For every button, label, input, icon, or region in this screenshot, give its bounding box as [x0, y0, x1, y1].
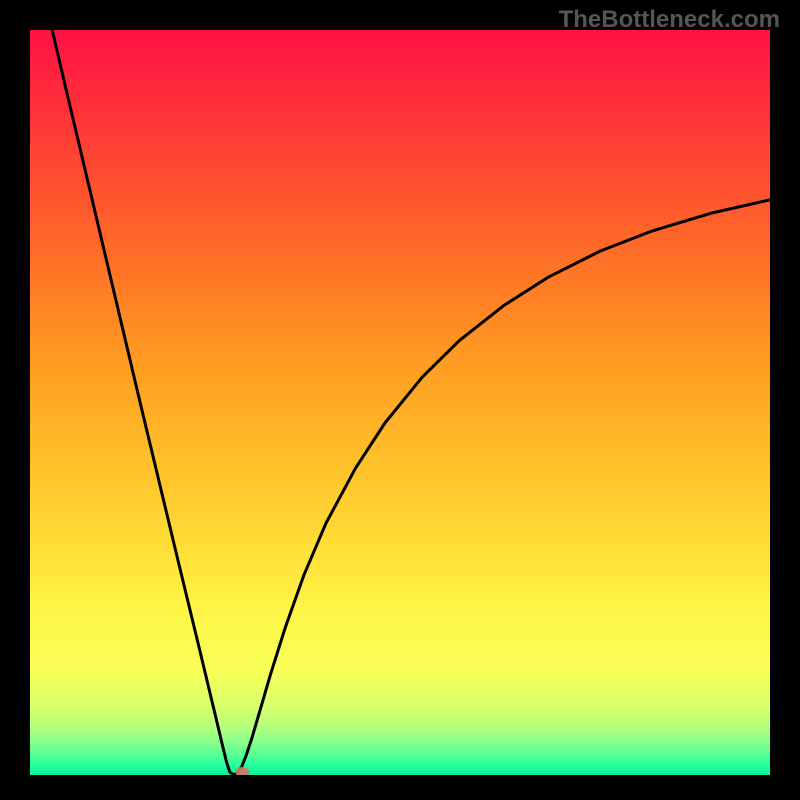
watermark-text: TheBottleneck.com	[559, 6, 780, 34]
gradient-background	[30, 30, 770, 775]
chart-stage: TheBottleneck.com	[0, 0, 800, 800]
chart-frame	[30, 30, 770, 775]
